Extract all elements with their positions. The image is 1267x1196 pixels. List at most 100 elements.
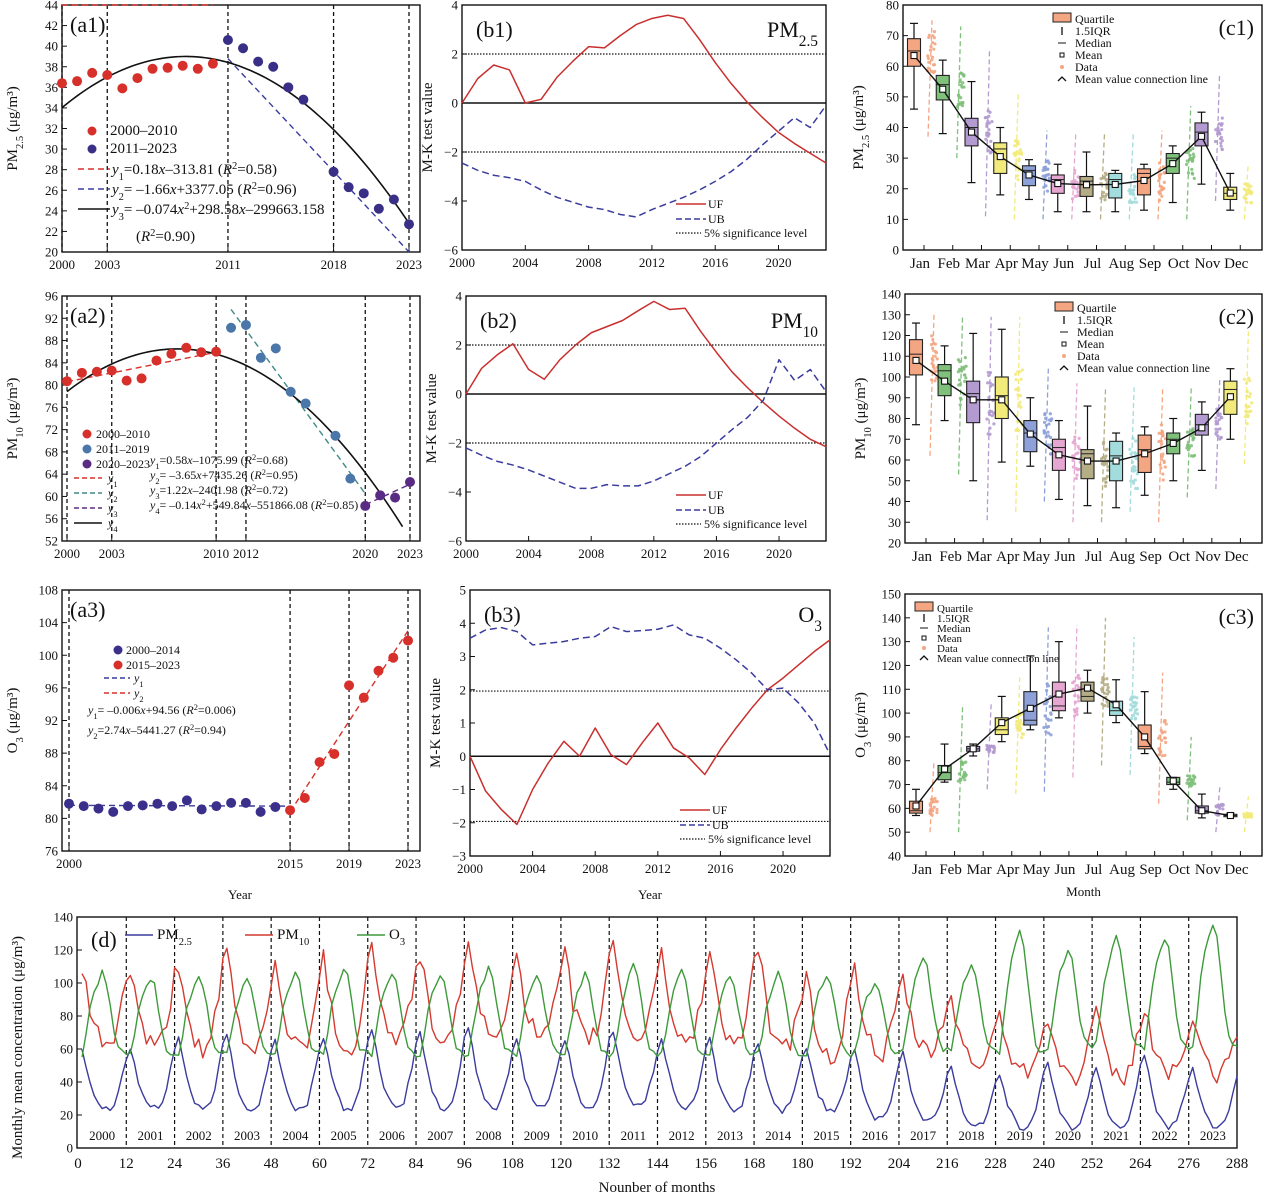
data-distribution-line: [927, 20, 933, 137]
mean-marker: [969, 745, 977, 753]
data-point: [934, 376, 938, 380]
data-point: [1072, 186, 1076, 190]
legend-label: y1: [107, 471, 118, 489]
data-point: [1048, 412, 1052, 416]
panel-title: O3: [798, 602, 822, 635]
data-point: [255, 806, 266, 817]
data-point: [1163, 171, 1167, 175]
data-point: [1242, 377, 1247, 381]
y-tick-label: 28: [45, 162, 58, 177]
fit-line-y4: [66, 348, 404, 528]
legend-label: y4: [107, 516, 118, 534]
legend-label: 1.5IQR: [937, 613, 970, 625]
data-point: [986, 119, 990, 124]
y-tick-label: −3: [452, 849, 466, 864]
data-point: [1133, 196, 1137, 200]
data-point: [1242, 814, 1246, 818]
mean-marker: [1026, 704, 1034, 712]
x-tick-label: 2003: [94, 257, 120, 272]
data-point: [960, 72, 964, 76]
data-point: [991, 383, 995, 387]
mean-marker: [1111, 180, 1119, 189]
y-tick-label: 96: [45, 680, 59, 695]
y-tick-label: 90: [888, 390, 901, 405]
fit-line-y3: [61, 55, 410, 224]
data-point: [1161, 472, 1165, 476]
data-point: [78, 801, 89, 812]
data-point: [388, 194, 399, 205]
data-point: [927, 35, 931, 40]
mean-marker: [1141, 733, 1149, 741]
legend-label: y2: [107, 486, 118, 504]
panel-label: (b1): [476, 17, 513, 42]
box-jun: [1051, 624, 1082, 778]
data-point: [1104, 480, 1108, 484]
data-point: [1219, 435, 1223, 440]
y-tick-label: 26: [45, 183, 59, 198]
data-distribution-line: [956, 26, 962, 159]
x-tick-label: 12: [119, 1156, 134, 1172]
data-point: [1076, 676, 1080, 680]
y-axis-label: M-K test value: [428, 678, 444, 768]
year-label: 2009: [524, 1128, 550, 1143]
y-tick-label: 20: [45, 245, 58, 260]
y-tick-label: 68: [45, 444, 58, 459]
x-tick-label: Jan: [910, 256, 930, 272]
x-tick-label: Oct: [1168, 862, 1190, 878]
data-point: [1101, 686, 1105, 690]
x-tick-label: Jul: [1084, 256, 1102, 272]
data-point: [1159, 457, 1164, 462]
data-point: [1099, 196, 1103, 200]
box-jun: [1051, 383, 1082, 523]
box-jul: [1080, 389, 1110, 523]
data-point: [1046, 167, 1050, 171]
data-point: [1132, 705, 1136, 709]
legend-label: PM2.5: [157, 927, 192, 948]
data-point: [1159, 750, 1163, 754]
data-point: [1216, 129, 1221, 133]
data-point: [959, 96, 963, 100]
series-line-ub: [469, 624, 831, 755]
y-tick-label: 2: [460, 682, 467, 697]
data-point: [1072, 171, 1077, 175]
data-point: [1018, 394, 1023, 398]
data-point: [1160, 442, 1164, 446]
y-tick-label: 0: [460, 749, 467, 764]
y-tick-label: 30: [886, 151, 899, 166]
data-point: [958, 403, 962, 407]
data-point: [928, 802, 932, 806]
data-point: [985, 417, 989, 421]
data-point: [167, 801, 178, 812]
data-point: [963, 778, 967, 782]
legend-label: Median: [1075, 36, 1112, 50]
data-point: [1046, 434, 1051, 438]
data-point: [1215, 809, 1220, 813]
legend-marker: [82, 459, 92, 469]
x-tick-label: Apr: [995, 256, 1018, 272]
data-point: [136, 373, 147, 384]
x-tick-label: 276: [1177, 1156, 1200, 1172]
data-point: [984, 137, 988, 141]
mean-marker: [998, 396, 1006, 404]
data-point: [1105, 677, 1109, 681]
data-point: [1163, 730, 1167, 734]
data-point: [988, 748, 992, 752]
x-tick-label: 48: [264, 1156, 279, 1172]
box-jun: [1050, 133, 1081, 220]
y-tick-label: 90: [888, 729, 901, 744]
year-label: 2000: [89, 1128, 115, 1143]
data-point: [1187, 782, 1192, 786]
data-point: [928, 48, 933, 52]
data-point: [1133, 708, 1138, 713]
data-point: [1076, 467, 1081, 471]
data-point: [1158, 176, 1162, 180]
x-tick-label: Nov: [1195, 862, 1221, 878]
data-point: [360, 500, 371, 511]
y-tick-label: 20: [886, 181, 899, 196]
data-point: [1013, 153, 1017, 158]
data-point: [961, 366, 965, 370]
y-tick-label: 80: [45, 811, 58, 826]
data-point: [1159, 728, 1163, 733]
